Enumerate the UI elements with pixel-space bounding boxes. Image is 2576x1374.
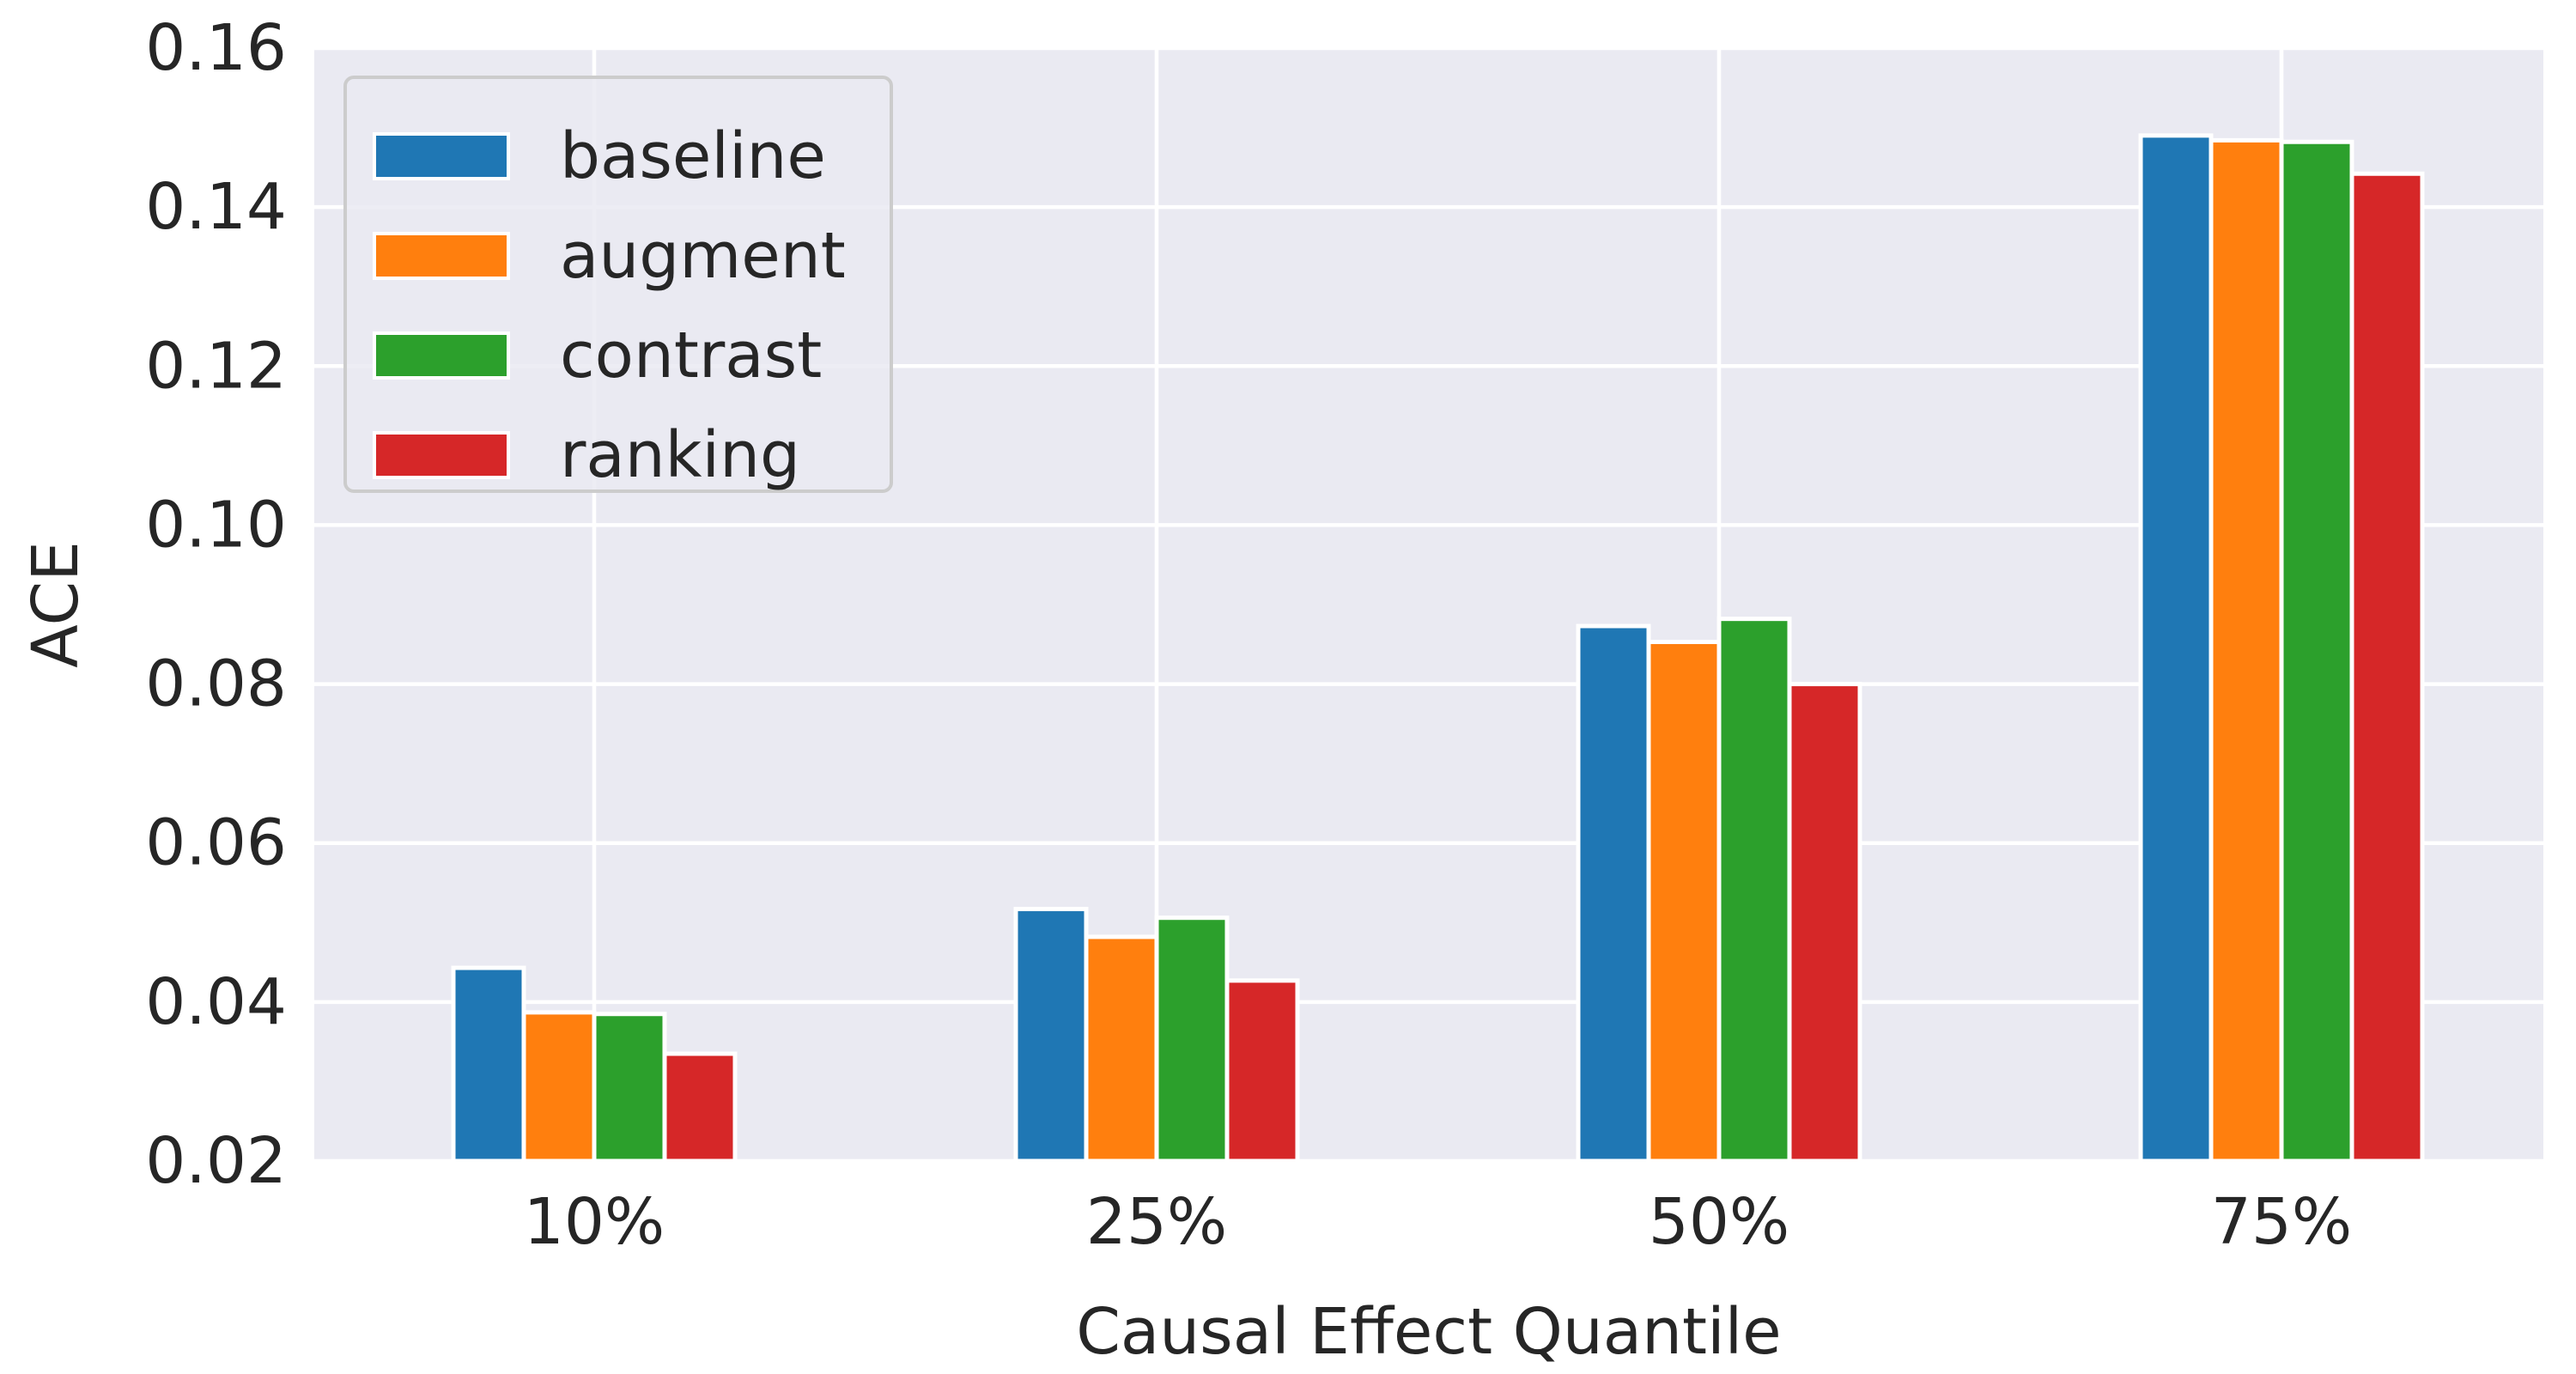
bar-baseline <box>2138 133 2214 1164</box>
bar-ranking <box>662 1051 738 1164</box>
y-tick-label: 0.10 <box>145 488 287 562</box>
legend-label-ranking: ranking <box>560 418 800 492</box>
bar-groups <box>451 133 2425 1164</box>
x-tick-label: 10% <box>524 1185 665 1259</box>
y-tick-labels: 0.02 0.04 0.06 0.08 0.10 0.12 0.14 0.16 <box>145 11 287 1198</box>
bar-contrast <box>592 1012 667 1164</box>
bar-contrast <box>1716 617 1792 1164</box>
y-axis-title: ACE <box>19 541 93 668</box>
legend-label-baseline: baseline <box>560 119 826 193</box>
bar-group <box>1013 907 1300 1164</box>
y-tick-label: 0.12 <box>145 329 287 403</box>
bar-baseline <box>1576 623 1651 1164</box>
bar-augment <box>1646 640 1722 1164</box>
bar-group <box>2138 133 2425 1164</box>
legend-swatch-ranking <box>373 431 510 479</box>
bar-group <box>451 965 738 1164</box>
bar-augment <box>2208 137 2284 1164</box>
y-tick-label: 0.16 <box>145 11 287 85</box>
bar-ranking <box>1224 978 1300 1164</box>
legend-swatch-baseline <box>373 132 510 180</box>
bar-contrast <box>2279 139 2354 1164</box>
bar-group <box>1576 617 1862 1164</box>
legend-label-contrast: contrast <box>560 319 822 392</box>
x-tick-label: 75% <box>2211 1185 2352 1259</box>
x-tick-label: 25% <box>1086 1185 1227 1259</box>
legend: baseline augment contrast ranking <box>343 76 893 493</box>
bar-ranking <box>1787 682 1862 1164</box>
legend-label-augment: augment <box>560 219 846 293</box>
x-tick-label: 50% <box>1649 1185 1789 1259</box>
x-axis-title: Causal Effect Quantile <box>1076 1295 1781 1369</box>
y-tick-label: 0.06 <box>145 806 287 880</box>
y-tick-label: 0.02 <box>145 1124 287 1198</box>
y-tick-label: 0.08 <box>145 647 287 721</box>
x-tick-labels: 10% 25% 50% 75% <box>524 1185 2352 1259</box>
bar-ranking <box>2349 171 2425 1164</box>
bar-baseline <box>451 965 526 1164</box>
y-tick-label: 0.14 <box>145 170 287 244</box>
legend-frame <box>343 76 893 493</box>
bar-contrast <box>1154 915 1230 1164</box>
legend-swatch-augment <box>373 232 510 280</box>
bar-augment <box>521 1010 597 1164</box>
y-tick-label: 0.04 <box>145 965 287 1039</box>
legend-swatch-contrast <box>373 331 510 380</box>
bar-baseline <box>1013 907 1089 1164</box>
bar-augment <box>1084 934 1159 1164</box>
